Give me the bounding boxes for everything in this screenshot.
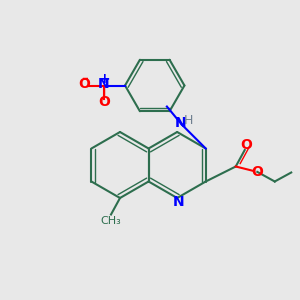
Text: -: -	[81, 70, 88, 88]
Text: O: O	[251, 165, 263, 179]
Text: O: O	[240, 138, 252, 152]
Text: CH₃: CH₃	[100, 215, 122, 226]
Text: O: O	[98, 95, 110, 109]
Text: N: N	[173, 196, 184, 209]
Text: N: N	[98, 77, 110, 91]
Text: N: N	[174, 116, 186, 130]
Text: +: +	[98, 72, 110, 86]
Text: O: O	[79, 77, 91, 91]
Text: H: H	[184, 113, 193, 127]
